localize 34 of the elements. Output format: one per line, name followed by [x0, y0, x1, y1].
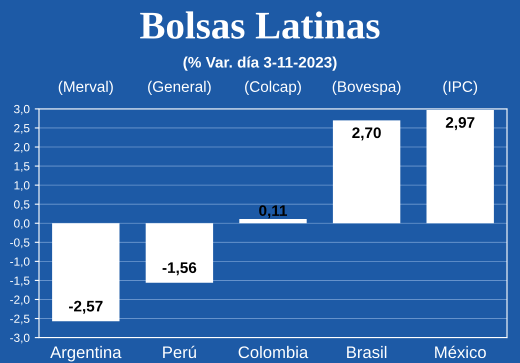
y-tick-label: -2,5: [10, 314, 30, 324]
y-tick-label: 3,0: [14, 104, 30, 115]
text: (Colcap): [245, 80, 301, 96]
data-label: 2,70: [352, 127, 381, 140]
data-label: -2,57: [68, 300, 103, 314]
y-tick-label: 1,0: [14, 181, 30, 191]
bar: [52, 223, 120, 322]
text: (Merval): [58, 80, 113, 96]
bar: [239, 219, 307, 224]
data-label: -1,56: [162, 262, 196, 276]
bar: [332, 120, 400, 224]
data-label: 2,97: [446, 117, 474, 130]
chart-subtitle: (% Var. día 3-11-2023): [183, 56, 337, 71]
data-label: 0,11: [259, 205, 288, 218]
y-tick-label: 2,5: [14, 124, 30, 134]
text: (General): [148, 80, 211, 96]
y-tick-label: -2,0: [10, 296, 30, 306]
bar: [146, 223, 214, 283]
x-tick-label: Brasil: [347, 346, 386, 358]
y-tick-label: 2,0: [14, 143, 30, 153]
x-tick-label: Argentina: [50, 346, 122, 362]
y-tick-label: 0,0: [14, 219, 30, 230]
y-tick-label: -1,0: [10, 257, 30, 268]
text: (Bovespa): [332, 80, 400, 96]
y-tick-label: -3,0: [10, 334, 30, 344]
x-tick-label: Perú: [163, 346, 196, 358]
text: (IPC): [443, 80, 478, 96]
x-tick-label: Colombia: [238, 346, 308, 358]
y-tick-label: 1,5: [14, 162, 30, 172]
y-tick-label: -1,5: [10, 276, 30, 286]
x-tick-label: México: [435, 346, 486, 358]
y-tick-label: 0,5: [14, 200, 30, 210]
y-tick-label: -0,5: [10, 238, 30, 248]
chart-title: Bolsas Latinas: [140, 11, 380, 39]
